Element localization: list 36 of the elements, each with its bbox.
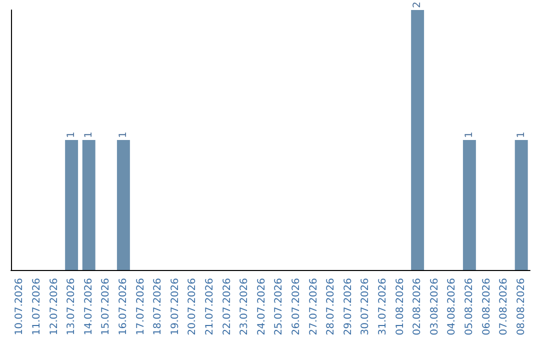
- x-tick-label: 03.08.2026: [429, 278, 440, 336]
- x-tick-label: 27.07.2026: [308, 278, 320, 336]
- x-tick-label: 16.07.2026: [118, 278, 129, 336]
- x-tick-label: 20.07.2026: [187, 278, 198, 336]
- x-tick-label: 22.07.2026: [222, 278, 233, 336]
- data-label: 1: [118, 132, 129, 138]
- data-label: 1: [516, 132, 527, 138]
- x-tick-label: 11.07.2026: [31, 278, 42, 336]
- x-tick-label: 31.07.2026: [377, 278, 388, 336]
- x-tick-label: 26.07.2026: [290, 278, 302, 336]
- x-tick-label: 28.07.2026: [326, 278, 337, 336]
- x-tick-label: 08.08.2026: [516, 278, 527, 336]
- data-label: 1: [464, 132, 475, 138]
- data-label: 1: [66, 132, 78, 138]
- x-tick-label: 18.07.2026: [152, 278, 164, 336]
- x-tick-label: 21.07.2026: [204, 278, 216, 336]
- x-tick-label: 01.08.2026: [394, 278, 406, 336]
- x-tick-label: 17.07.2026: [135, 278, 146, 336]
- x-tick-label: 05.08.2026: [464, 278, 475, 336]
- x-tick-label: 14.07.2026: [83, 278, 94, 336]
- data-label: 1: [83, 132, 94, 138]
- x-tick-label: 24.07.2026: [256, 278, 268, 336]
- x-tick-label: 02.08.2026: [412, 278, 424, 336]
- x-tick-label: 23.07.2026: [239, 278, 250, 336]
- x-tick-label: 25.07.2026: [274, 278, 285, 336]
- x-tick-label: 10.07.2026: [14, 278, 26, 336]
- x-tick-label: 13.07.2026: [66, 278, 78, 336]
- x-tick-label: 19.07.2026: [170, 278, 181, 336]
- data-label: 2: [412, 2, 424, 8]
- x-tick-label: 04.08.2026: [446, 278, 458, 336]
- x-tick-label: 29.07.2026: [342, 278, 354, 336]
- x-tick-label: 30.07.2026: [360, 278, 372, 336]
- x-tick-label: 15.07.2026: [100, 278, 112, 336]
- x-tick-label: 06.08.2026: [481, 278, 492, 336]
- x-tick-label: 12.07.2026: [48, 278, 60, 336]
- x-tick-label: 07.08.2026: [498, 278, 510, 336]
